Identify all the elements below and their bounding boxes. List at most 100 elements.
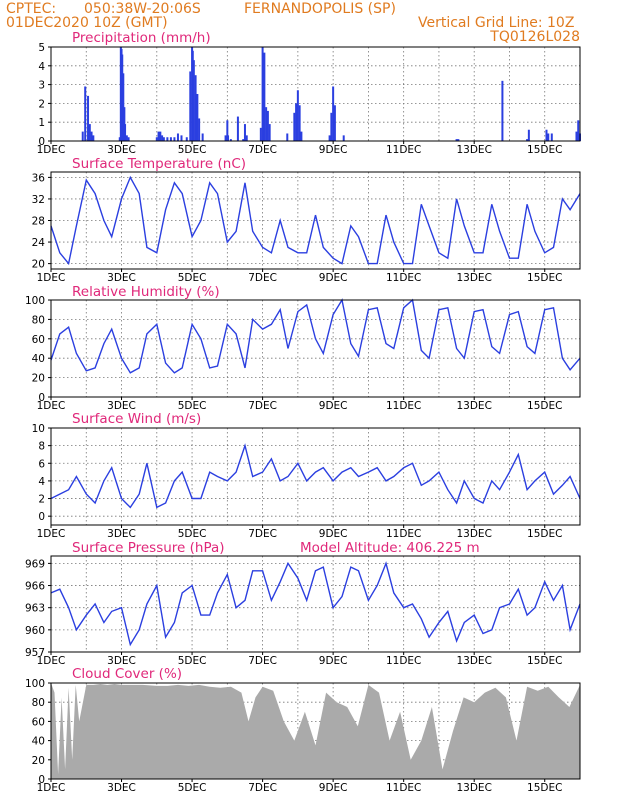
precip-bar (243, 124, 246, 141)
series-line (50, 298, 581, 374)
y-tick-label: 969 (25, 558, 45, 570)
precip-bar (295, 103, 298, 141)
precip-bar (526, 139, 529, 141)
x-tick-label: 5DEC (178, 144, 207, 156)
precip-bar (286, 133, 289, 141)
x-tick-label: 7DEC (248, 528, 277, 540)
x-tick-label: 11DEC (386, 782, 421, 794)
x-tick-label: 13DEC (456, 400, 491, 412)
y-tick-label: 4 (38, 61, 45, 73)
precip-bar (159, 131, 162, 141)
x-tick-label: 15DEC (527, 655, 562, 667)
panel-title: Precipitation (mm/h) (72, 30, 211, 46)
x-tick-label: 9DEC (319, 528, 348, 540)
x-tick-label: 11DEC (386, 528, 421, 540)
y-tick-label: 0 (38, 136, 45, 148)
precip-bar (88, 124, 91, 141)
x-tick-label: 1DEC (37, 400, 66, 412)
precip-bar (84, 86, 87, 141)
plot-frame (50, 299, 581, 398)
precip-bar (293, 112, 296, 141)
y-tick-label: 32 (32, 194, 45, 206)
x-tick-label: 11DEC (386, 272, 421, 284)
x-tick-label: 1DEC (37, 528, 66, 540)
x-tick-label: 3DEC (107, 400, 136, 412)
panel-annotation: Model Altitude: 406.225 m (300, 540, 480, 556)
precip-bar (236, 116, 239, 141)
x-tick-label: 1DEC (37, 144, 66, 156)
precip-bar (547, 133, 550, 141)
precip-bar (162, 137, 165, 141)
plot-frame (50, 46, 581, 142)
header-source: CPTEC: (6, 1, 56, 17)
precip-bar (245, 135, 248, 141)
y-tick-label: 100 (25, 678, 45, 690)
x-tick-label: 13DEC (456, 528, 491, 540)
precip-bar (176, 133, 179, 141)
panel-4 (48, 555, 581, 655)
header-code: TQ0126L028 (489, 29, 580, 45)
precip-bar (296, 90, 299, 141)
precip-bar (457, 139, 460, 141)
precip-bar (333, 105, 336, 141)
plot-frame (50, 427, 581, 526)
precip-bar (577, 120, 580, 141)
y-tick-label: 6 (38, 458, 45, 470)
precip-bar (265, 107, 268, 141)
precip-bar (242, 139, 245, 141)
precip-bar (196, 94, 199, 141)
precip-bar (124, 124, 127, 141)
y-tick-label: 60 (32, 334, 45, 346)
y-tick-label: 80 (32, 314, 45, 326)
x-tick-label: 5DEC (178, 655, 207, 667)
x-tick-label: 1DEC (37, 655, 66, 667)
precip-bar (527, 129, 530, 141)
precip-bar (201, 133, 204, 141)
y-tick-label: 20 (32, 755, 45, 767)
precip-bar (330, 112, 333, 141)
header-station: FERNANDOPOLIS (SP) (244, 1, 396, 17)
x-tick-label: 5DEC (178, 400, 207, 412)
y-tick-label: 100 (25, 295, 45, 307)
precip-bar (298, 105, 301, 141)
header-coords: 050:38W-20:06S (84, 1, 201, 17)
precip-bar (166, 137, 169, 141)
x-tick-label: 9DEC (319, 272, 348, 284)
precip-bar (229, 139, 232, 141)
panel-title: Cloud Cover (%) (72, 666, 182, 682)
panel-3 (48, 427, 581, 528)
y-tick-label: 40 (32, 353, 45, 365)
x-tick-label: 3DEC (107, 144, 136, 156)
precip-bar (550, 133, 553, 141)
y-tick-label: 80 (32, 697, 45, 709)
panel-0 (48, 46, 581, 144)
precip-bar (155, 137, 158, 141)
precip-bar (157, 131, 160, 141)
y-tick-label: 4 (38, 476, 45, 488)
precip-bar (266, 110, 269, 141)
panel-5 (48, 682, 581, 782)
x-tick-label: 3DEC (107, 272, 136, 284)
x-tick-label: 1DEC (37, 272, 66, 284)
precip-bar (173, 137, 176, 141)
y-tick-label: 8 (38, 441, 45, 453)
x-tick-label: 5DEC (178, 272, 207, 284)
panel-title: Surface Temperature (nC) (72, 156, 246, 172)
precip-bar (259, 127, 262, 141)
y-tick-label: 10 (32, 423, 45, 435)
precip-bar (161, 135, 164, 141)
x-tick-label: 13DEC (456, 655, 491, 667)
series-line (50, 443, 581, 509)
y-tick-label: 3 (38, 80, 45, 92)
precip-bar (575, 131, 578, 141)
precip-bar (300, 131, 303, 141)
x-tick-label: 9DEC (319, 144, 348, 156)
series-line (50, 561, 581, 647)
x-tick-label: 5DEC (178, 782, 207, 794)
y-tick-label: 1 (38, 117, 45, 129)
panel-title: Surface Wind (m/s) (72, 411, 201, 427)
x-tick-label: 3DEC (107, 782, 136, 794)
y-tick-label: 0 (38, 392, 45, 404)
header-grid-note: Vertical Grid Line: 10Z (418, 15, 574, 31)
